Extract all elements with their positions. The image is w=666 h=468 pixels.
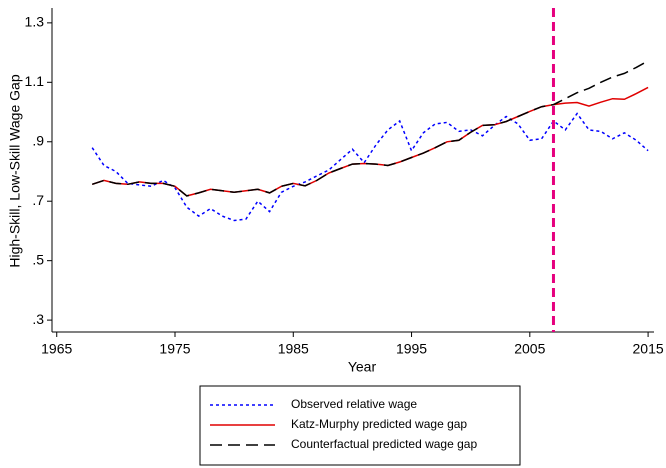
series-line xyxy=(91,60,649,197)
y-tick-label: .7 xyxy=(32,192,44,208)
legend-label: Observed relative wage xyxy=(291,397,417,411)
legend-label: Counterfactual predicted wage gap xyxy=(291,437,477,451)
legend-label: Katz-Murphy predicted wage gap xyxy=(291,417,467,431)
y-tick-label: 1.1 xyxy=(25,73,45,89)
x-tick-label: 1985 xyxy=(278,341,309,357)
x-tick-label: 1995 xyxy=(396,341,427,357)
x-tick-label: 2005 xyxy=(514,341,545,357)
x-tick-label: 2015 xyxy=(633,341,664,357)
y-tick-label: .9 xyxy=(32,132,44,148)
series-line xyxy=(91,112,649,222)
x-tick-label: 1975 xyxy=(159,341,190,357)
x-axis-label: Year xyxy=(348,359,377,375)
y-tick-label: .3 xyxy=(32,311,44,327)
x-tick-label: 1965 xyxy=(41,341,72,357)
y-axis-label: High-Skill, Low-Skill Wage Gap xyxy=(7,74,23,267)
y-tick-label: 1.3 xyxy=(25,14,45,30)
y-tick-label: .5 xyxy=(32,251,44,267)
series-line xyxy=(91,86,649,197)
legend-box xyxy=(199,385,521,466)
